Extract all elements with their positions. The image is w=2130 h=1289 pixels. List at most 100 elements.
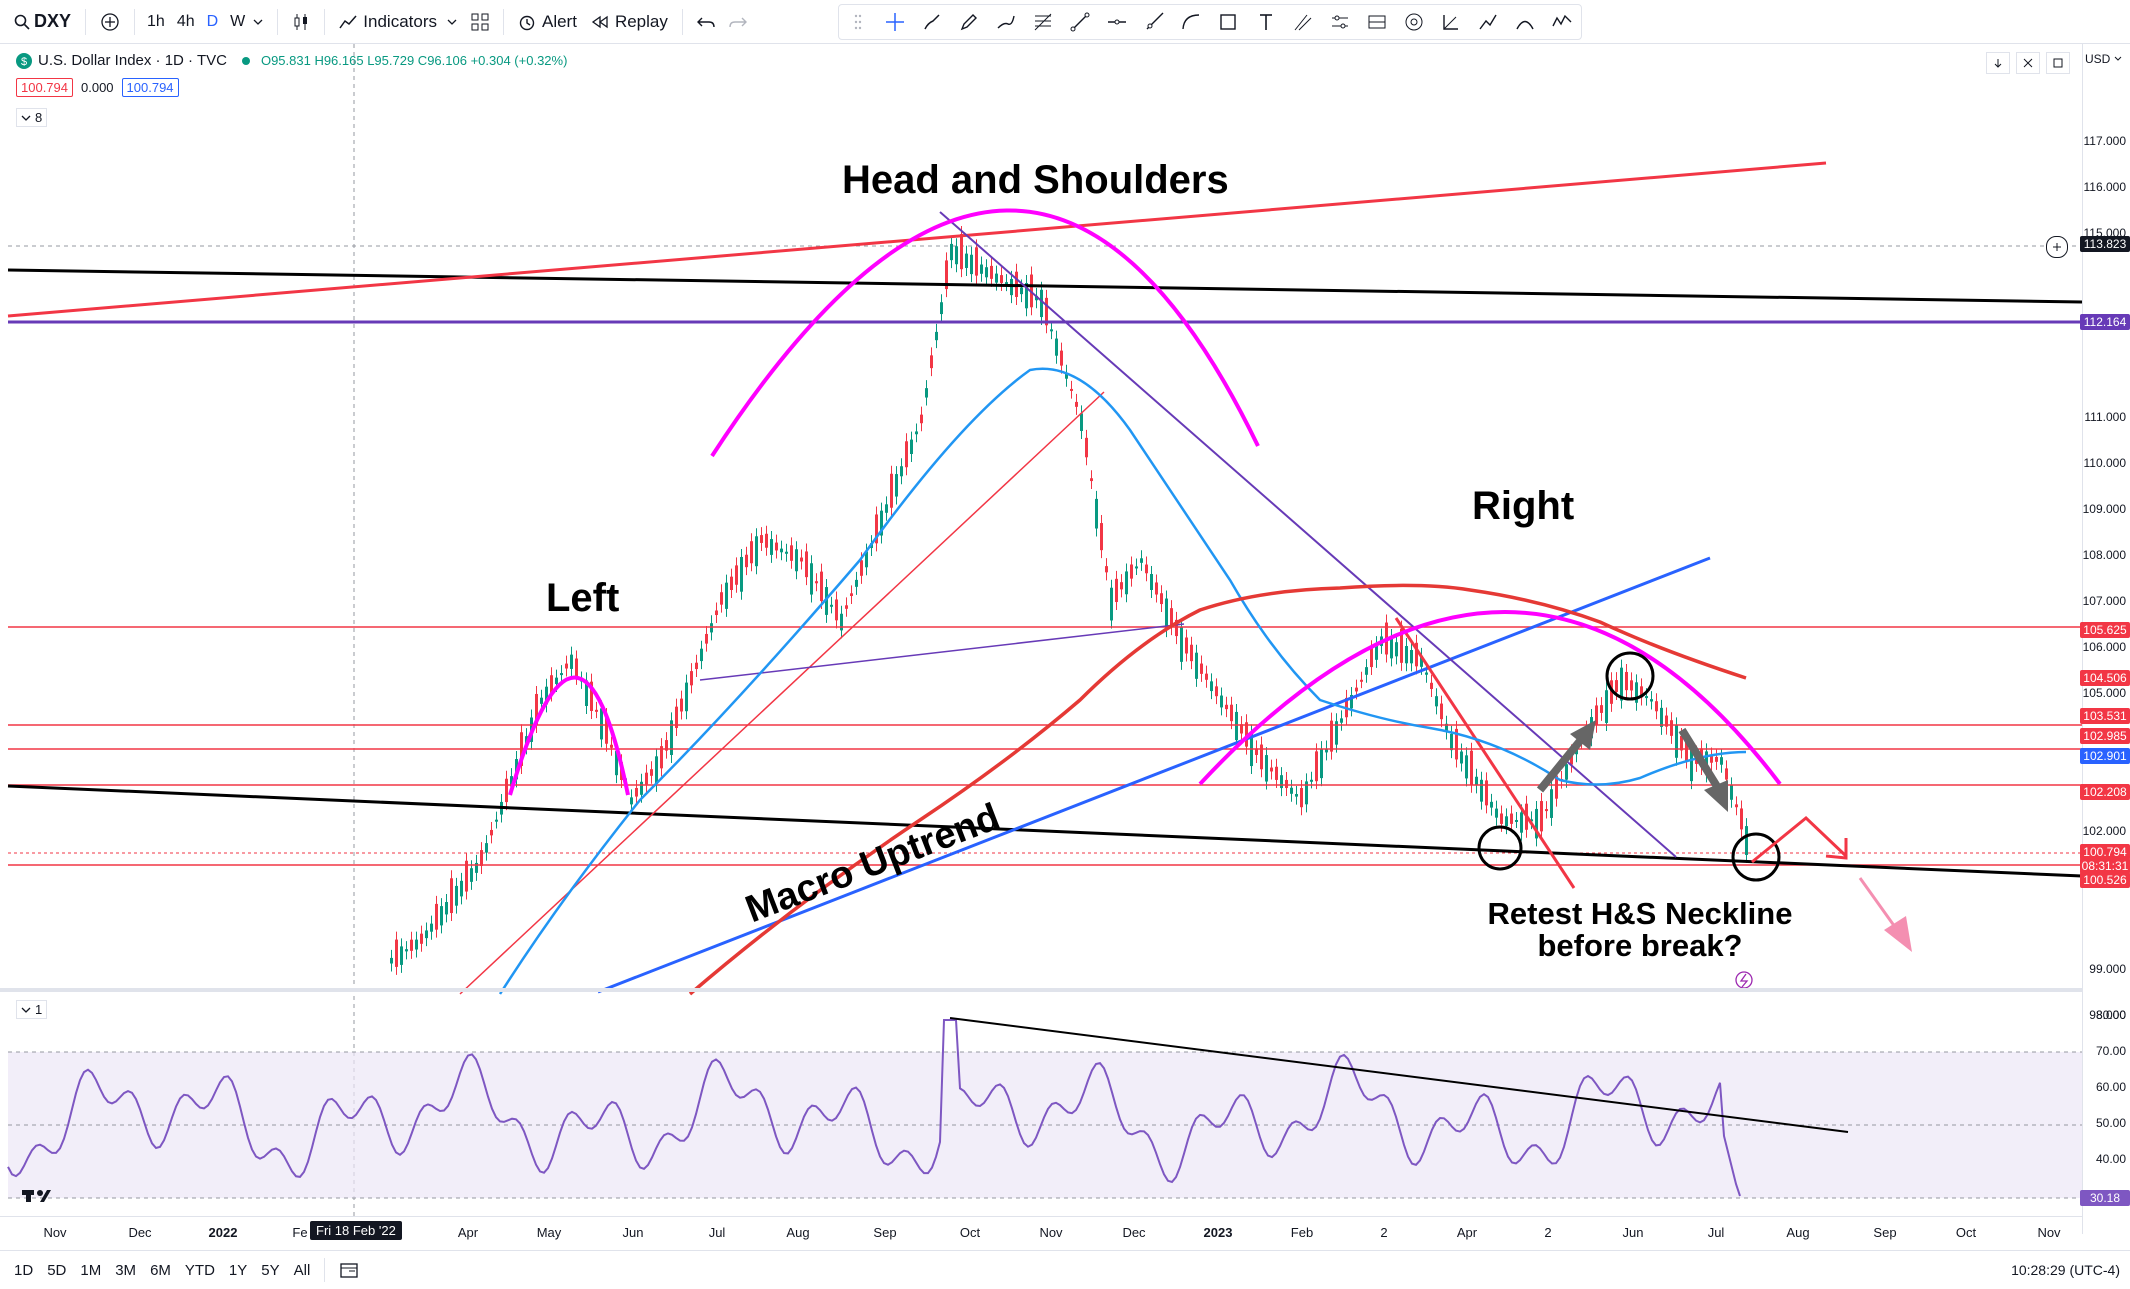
candle-body [635, 787, 638, 797]
candle-body [750, 541, 753, 564]
layouts-icon[interactable] [471, 13, 489, 31]
time-axis[interactable]: Nov Dec 2022 Fe Apr May Jun Jul Aug Sep Oct Nov Dec 2… [0, 1216, 2082, 1245]
alert-button[interactable]: Alert [518, 12, 577, 32]
sell-price[interactable]: 100.794 [16, 78, 73, 97]
price-label: 104.506 [2080, 670, 2130, 686]
range-5y[interactable]: 5Y [261, 1261, 280, 1279]
brush-icon[interactable] [913, 5, 950, 39]
candle-body [735, 565, 738, 585]
angle-icon[interactable] [1433, 5, 1470, 39]
arrow-down-icon[interactable] [1986, 52, 2010, 74]
candle-body [955, 246, 958, 265]
range-all[interactable]: All [293, 1261, 311, 1279]
candle-body [1665, 715, 1668, 727]
calendar-goto-icon[interactable] [339, 1261, 359, 1279]
range-1m[interactable]: 1M [80, 1261, 102, 1279]
chevron-down-icon[interactable] [253, 17, 263, 27]
pane2-count: 1 [35, 1002, 43, 1017]
range-ytd[interactable]: YTD [184, 1261, 215, 1279]
range-3m[interactable]: 3M [115, 1261, 137, 1279]
lightning-icon[interactable] [1735, 971, 1753, 989]
divider [324, 8, 326, 35]
candle-body [455, 885, 458, 906]
currency-select[interactable]: USD [2085, 52, 2122, 66]
candle-body [1315, 751, 1318, 782]
range-5d[interactable]: 5D [47, 1261, 67, 1279]
symbol-label[interactable]: DXY [34, 11, 72, 31]
candle-body [1395, 642, 1398, 657]
candle-body [1125, 571, 1128, 595]
highlighter-icon[interactable] [987, 5, 1024, 39]
timeframe-w[interactable]: W [230, 12, 246, 30]
pane2-toggle[interactable]: 1 [16, 1000, 48, 1019]
pane-separator[interactable] [0, 988, 2082, 992]
candle-body [1240, 724, 1243, 734]
left-shoulder-label: Left [546, 576, 620, 620]
curve-icon[interactable] [1173, 5, 1210, 39]
left-shoulder-arc [508, 675, 630, 796]
candle-body [440, 906, 443, 926]
clock-label[interactable]: 10:28:29 (UTC-4) [2011, 1262, 2120, 1278]
timeframe-d[interactable]: D [206, 12, 219, 30]
pitchfork-icon[interactable] [1284, 5, 1321, 39]
undo-icon[interactable] [696, 15, 715, 29]
price-axis[interactable]: USD 117.000116.000115.000113.000111.0001… [2080, 44, 2130, 1234]
rsi-value-label: 30.18 [2080, 1190, 2130, 1206]
candle-body [1350, 694, 1353, 709]
rsi-tick: 60.00 [2095, 1080, 2126, 1094]
range-6m[interactable]: 6M [150, 1261, 171, 1279]
time-tick: Sep [1873, 1225, 1897, 1240]
candle-body [825, 587, 828, 615]
drag-handle-icon[interactable] [839, 5, 876, 39]
candle-body [810, 563, 813, 595]
range-1y[interactable]: 1Y [228, 1261, 248, 1279]
ray-icon[interactable] [1136, 5, 1173, 39]
candle-body [1195, 652, 1198, 679]
candle-body [895, 474, 898, 497]
target-icon[interactable] [1395, 5, 1432, 39]
candle-body [985, 267, 988, 278]
timeframe-4h[interactable]: 4h [176, 12, 195, 30]
price-label: 102.208 [2080, 784, 2130, 800]
trendline-icon[interactable] [1062, 5, 1099, 39]
range-1d[interactable]: 1D [14, 1261, 34, 1279]
candle-body [770, 539, 773, 555]
buy-price[interactable]: 100.794 [121, 78, 179, 97]
candle-body [390, 957, 393, 964]
indicator-toggle[interactable]: 8 [16, 108, 48, 127]
add-alert-plus-icon[interactable] [2046, 236, 2068, 258]
candles-icon[interactable] [292, 12, 310, 32]
search-icon[interactable] [14, 14, 30, 30]
regression-icon[interactable] [1358, 5, 1395, 39]
horizontal-line-icon[interactable] [1099, 5, 1136, 39]
parallel-channel-icon[interactable] [1321, 5, 1358, 39]
maximize-icon[interactable] [2046, 52, 2070, 74]
candle-body [465, 860, 468, 892]
timeframe-1h[interactable]: 1h [147, 12, 165, 30]
indicators-button[interactable]: Indicators [339, 12, 437, 32]
arc-icon[interactable] [1507, 5, 1544, 39]
candle-body [1105, 566, 1108, 573]
price-tick: 117.000 [2083, 134, 2127, 148]
redo-icon[interactable] [729, 15, 747, 29]
crosshair-icon[interactable] [876, 5, 913, 39]
candle-body [695, 662, 698, 670]
candle-body [1285, 779, 1288, 789]
rsi-tick: 50.00 [2095, 1116, 2126, 1130]
fib-icon[interactable] [1024, 5, 1061, 39]
pattern-icon[interactable] [1544, 5, 1581, 39]
price-chart[interactable] [0, 44, 2082, 1234]
text-icon[interactable] [1247, 5, 1284, 39]
path-icon[interactable] [1470, 5, 1507, 39]
add-symbol-icon[interactable] [100, 12, 120, 32]
rectangle-icon[interactable] [1210, 5, 1247, 39]
price-tick: 102.000 [2082, 824, 2126, 838]
candle-body [1220, 695, 1223, 708]
price-tick: 98.000 [2089, 1008, 2126, 1022]
collapse-icon[interactable] [2016, 52, 2040, 74]
replay-button[interactable]: Replay [591, 12, 668, 32]
candle-body [585, 680, 588, 706]
chevron-down-icon[interactable] [447, 17, 457, 27]
symbol-title[interactable]: U.S. Dollar Index · 1D · TVC [38, 52, 227, 69]
pen-icon[interactable] [950, 5, 987, 39]
